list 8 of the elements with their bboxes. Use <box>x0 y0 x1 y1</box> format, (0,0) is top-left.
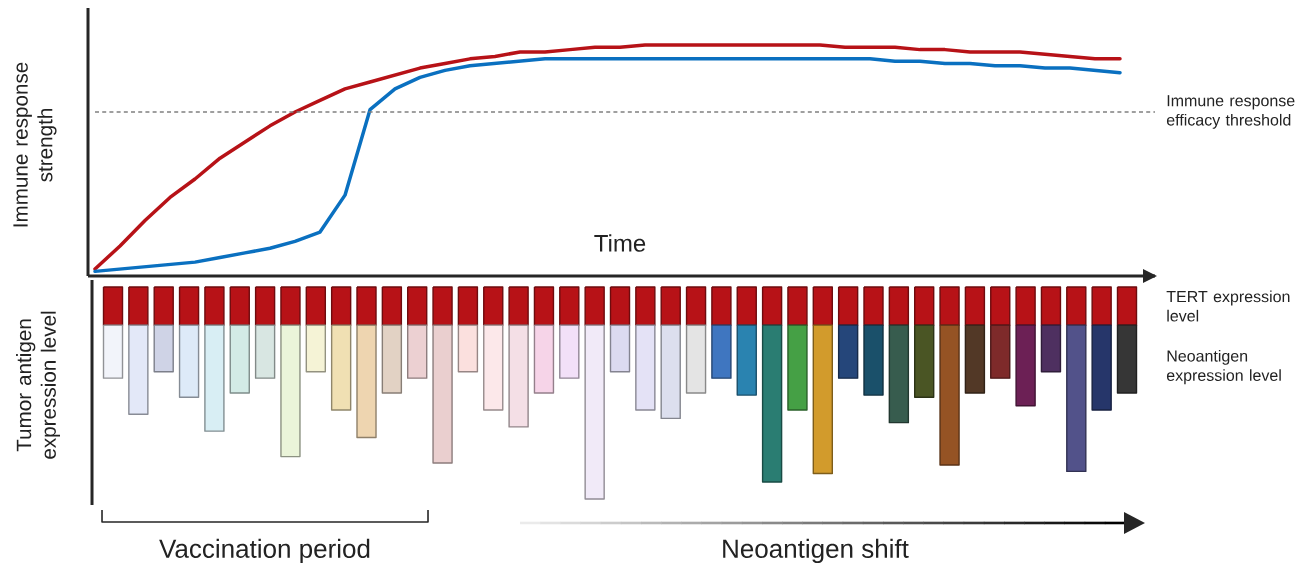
y-axis-title: Tumor antigen expression level <box>16 311 60 459</box>
text: Vaccination period <box>159 538 370 564</box>
series-label: TERT expression level <box>1166 290 1290 322</box>
series-label: Neoantigen expression level <box>1166 349 1281 385</box>
text: Neoantigen shift <box>723 538 909 564</box>
y-axis-title: Immune response strength <box>13 62 57 227</box>
ref-line-label: Immune response efficacy threshold <box>1166 95 1295 129</box>
x-axis-title: Time <box>594 234 646 252</box>
